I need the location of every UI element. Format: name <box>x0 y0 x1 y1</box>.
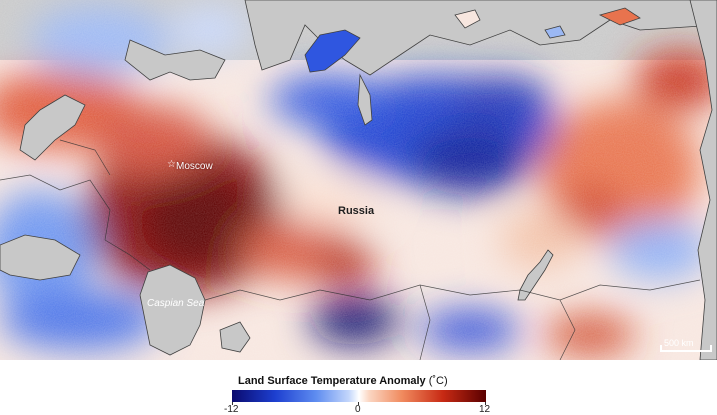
country-label-russia: Russia <box>338 205 375 217</box>
legend-title-text: Land Surface Temperature Anomaly <box>238 375 426 387</box>
scale-bar-label: 500 km <box>664 338 694 348</box>
sea-label-caspian: Caspian Sea <box>147 298 205 309</box>
legend-colorbar <box>232 390 486 402</box>
water-bodies <box>0 0 717 360</box>
city-label-moscow: Moscow <box>176 161 213 172</box>
legend-tick-mid <box>358 402 359 405</box>
legend-tick-max <box>485 402 486 405</box>
land-anomaly-field <box>0 0 717 360</box>
capital-star-icon: ☆ <box>167 159 176 170</box>
country-borders <box>0 139 701 360</box>
legend-min-label: -12 <box>224 404 239 415</box>
legend-mid-label: 0 <box>355 404 361 415</box>
scale-bar: 500 km <box>656 338 712 355</box>
legend-max-label: 12 <box>479 404 491 415</box>
scale-bar-line <box>660 350 712 352</box>
legend-unit: (˚C) <box>428 375 448 387</box>
legend: Land Surface Temperature Anomaly (˚C) -1… <box>0 360 717 415</box>
temperature-anomaly-map: ☆ Moscow Russia Caspian Sea 500 km <box>0 0 717 360</box>
legend-title: Land Surface Temperature Anomaly (˚C) <box>238 375 448 387</box>
scale-bar-tick-left <box>660 345 662 352</box>
map-canvas <box>0 0 717 360</box>
scale-bar-tick-right <box>710 345 712 352</box>
legend-tick-min <box>232 402 233 405</box>
arctic-islands <box>304 7 641 73</box>
